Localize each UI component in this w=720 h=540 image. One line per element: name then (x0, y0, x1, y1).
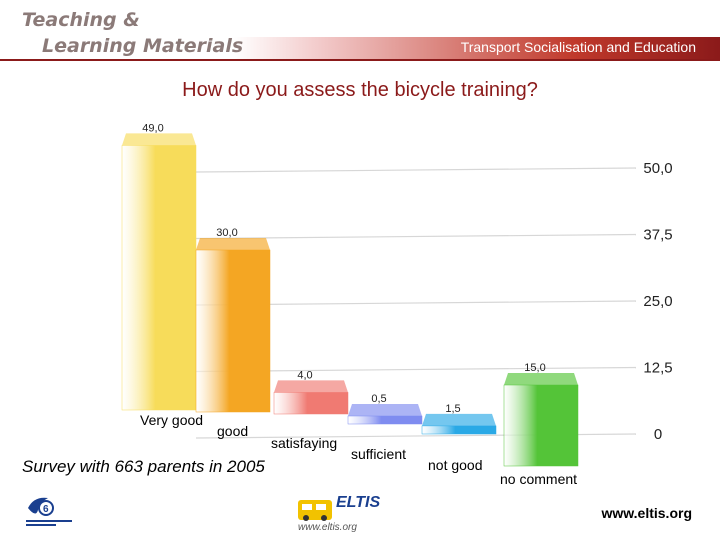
bar-value-label: 0,5 (371, 393, 386, 405)
chart-title: How do you assess the bicycle training? (182, 79, 538, 101)
y-tick-label: 0 (654, 426, 662, 443)
bar-value-label: 15,0 (524, 362, 545, 374)
bar (421, 425, 497, 435)
gridline (195, 233, 637, 240)
header: Teaching & Learning Materials Transport … (0, 0, 720, 62)
category-label: sufficient (351, 446, 406, 462)
category-label: Very good (140, 412, 204, 428)
bar-top (504, 373, 578, 385)
bar-top (122, 133, 196, 146)
gridline (195, 167, 637, 173)
partner-logo-icon: 6 (24, 494, 74, 535)
bar-top (422, 413, 496, 426)
bar (195, 249, 271, 413)
bar (121, 145, 197, 411)
y-tick-label: 37,5 (643, 227, 672, 244)
svg-text:6: 6 (43, 504, 49, 515)
header-bar (234, 37, 720, 59)
footer-url[interactable]: www.eltis.org (601, 505, 693, 521)
survey-note: Survey with 663 parents in 2005 (22, 457, 265, 476)
category-label: good (217, 423, 249, 439)
eltis-logo-icon (296, 494, 386, 534)
category-label: no comment (500, 471, 578, 487)
bar-top (348, 404, 422, 416)
eltis-name: ELTIS (336, 494, 381, 511)
header-subtitle: Transport Socialisation and Education (460, 39, 696, 55)
brand-title-line-2: Learning Materials (42, 35, 244, 57)
bar-top (196, 238, 270, 250)
bar-value-label: 30,0 (216, 227, 237, 239)
bar-value-label: 4,0 (297, 369, 312, 381)
eltis-url: www.eltis.org (298, 522, 357, 533)
bar-value-label: 1,5 (445, 403, 460, 415)
y-tick-label: 12,5 (643, 360, 672, 377)
y-tick-label: 25,0 (643, 293, 672, 310)
category-label: not good (428, 457, 483, 473)
brand-title-line-1: Teaching & (22, 9, 140, 31)
y-tick-label: 50,0 (643, 160, 672, 177)
bar-value-label: 49,0 (142, 122, 163, 134)
bar (273, 392, 349, 415)
bar (503, 384, 579, 467)
bar (347, 415, 423, 425)
bar-top (274, 380, 348, 393)
category-label: satisfaying (271, 435, 338, 451)
header-rule (0, 59, 720, 61)
